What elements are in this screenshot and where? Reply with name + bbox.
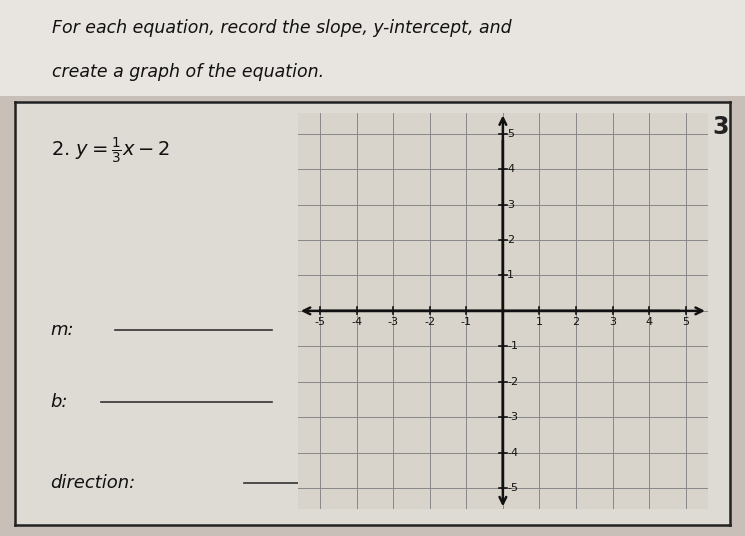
Text: create a graph of the equation.: create a graph of the equation. — [52, 63, 324, 81]
Text: 5: 5 — [682, 317, 689, 327]
Text: -4: -4 — [351, 317, 362, 327]
Text: 2: 2 — [507, 235, 514, 245]
Text: -1: -1 — [507, 341, 519, 351]
Text: 1: 1 — [536, 317, 543, 327]
Text: 5: 5 — [507, 129, 514, 139]
Text: 2. $y = \frac{1}{3}x - 2$: 2. $y = \frac{1}{3}x - 2$ — [51, 136, 170, 166]
Text: m:: m: — [51, 322, 74, 339]
Text: For each equation, record the slope, y-intercept, and: For each equation, record the slope, y-i… — [52, 19, 512, 38]
Text: 3: 3 — [712, 115, 729, 138]
Text: 2: 2 — [572, 317, 580, 327]
Text: -4: -4 — [507, 448, 519, 458]
Text: 3: 3 — [609, 317, 616, 327]
Text: direction:: direction: — [51, 474, 136, 492]
Text: -5: -5 — [507, 483, 519, 493]
Text: 4: 4 — [507, 164, 514, 174]
Text: 1: 1 — [507, 271, 514, 280]
Text: -3: -3 — [387, 317, 399, 327]
Text: 4: 4 — [646, 317, 653, 327]
Text: b:: b: — [51, 393, 68, 412]
Text: -1: -1 — [461, 317, 472, 327]
Text: 3: 3 — [507, 199, 514, 210]
Text: -3: -3 — [507, 412, 519, 422]
Text: -2: -2 — [424, 317, 435, 327]
Text: -2: -2 — [507, 377, 519, 386]
Text: -5: -5 — [314, 317, 326, 327]
